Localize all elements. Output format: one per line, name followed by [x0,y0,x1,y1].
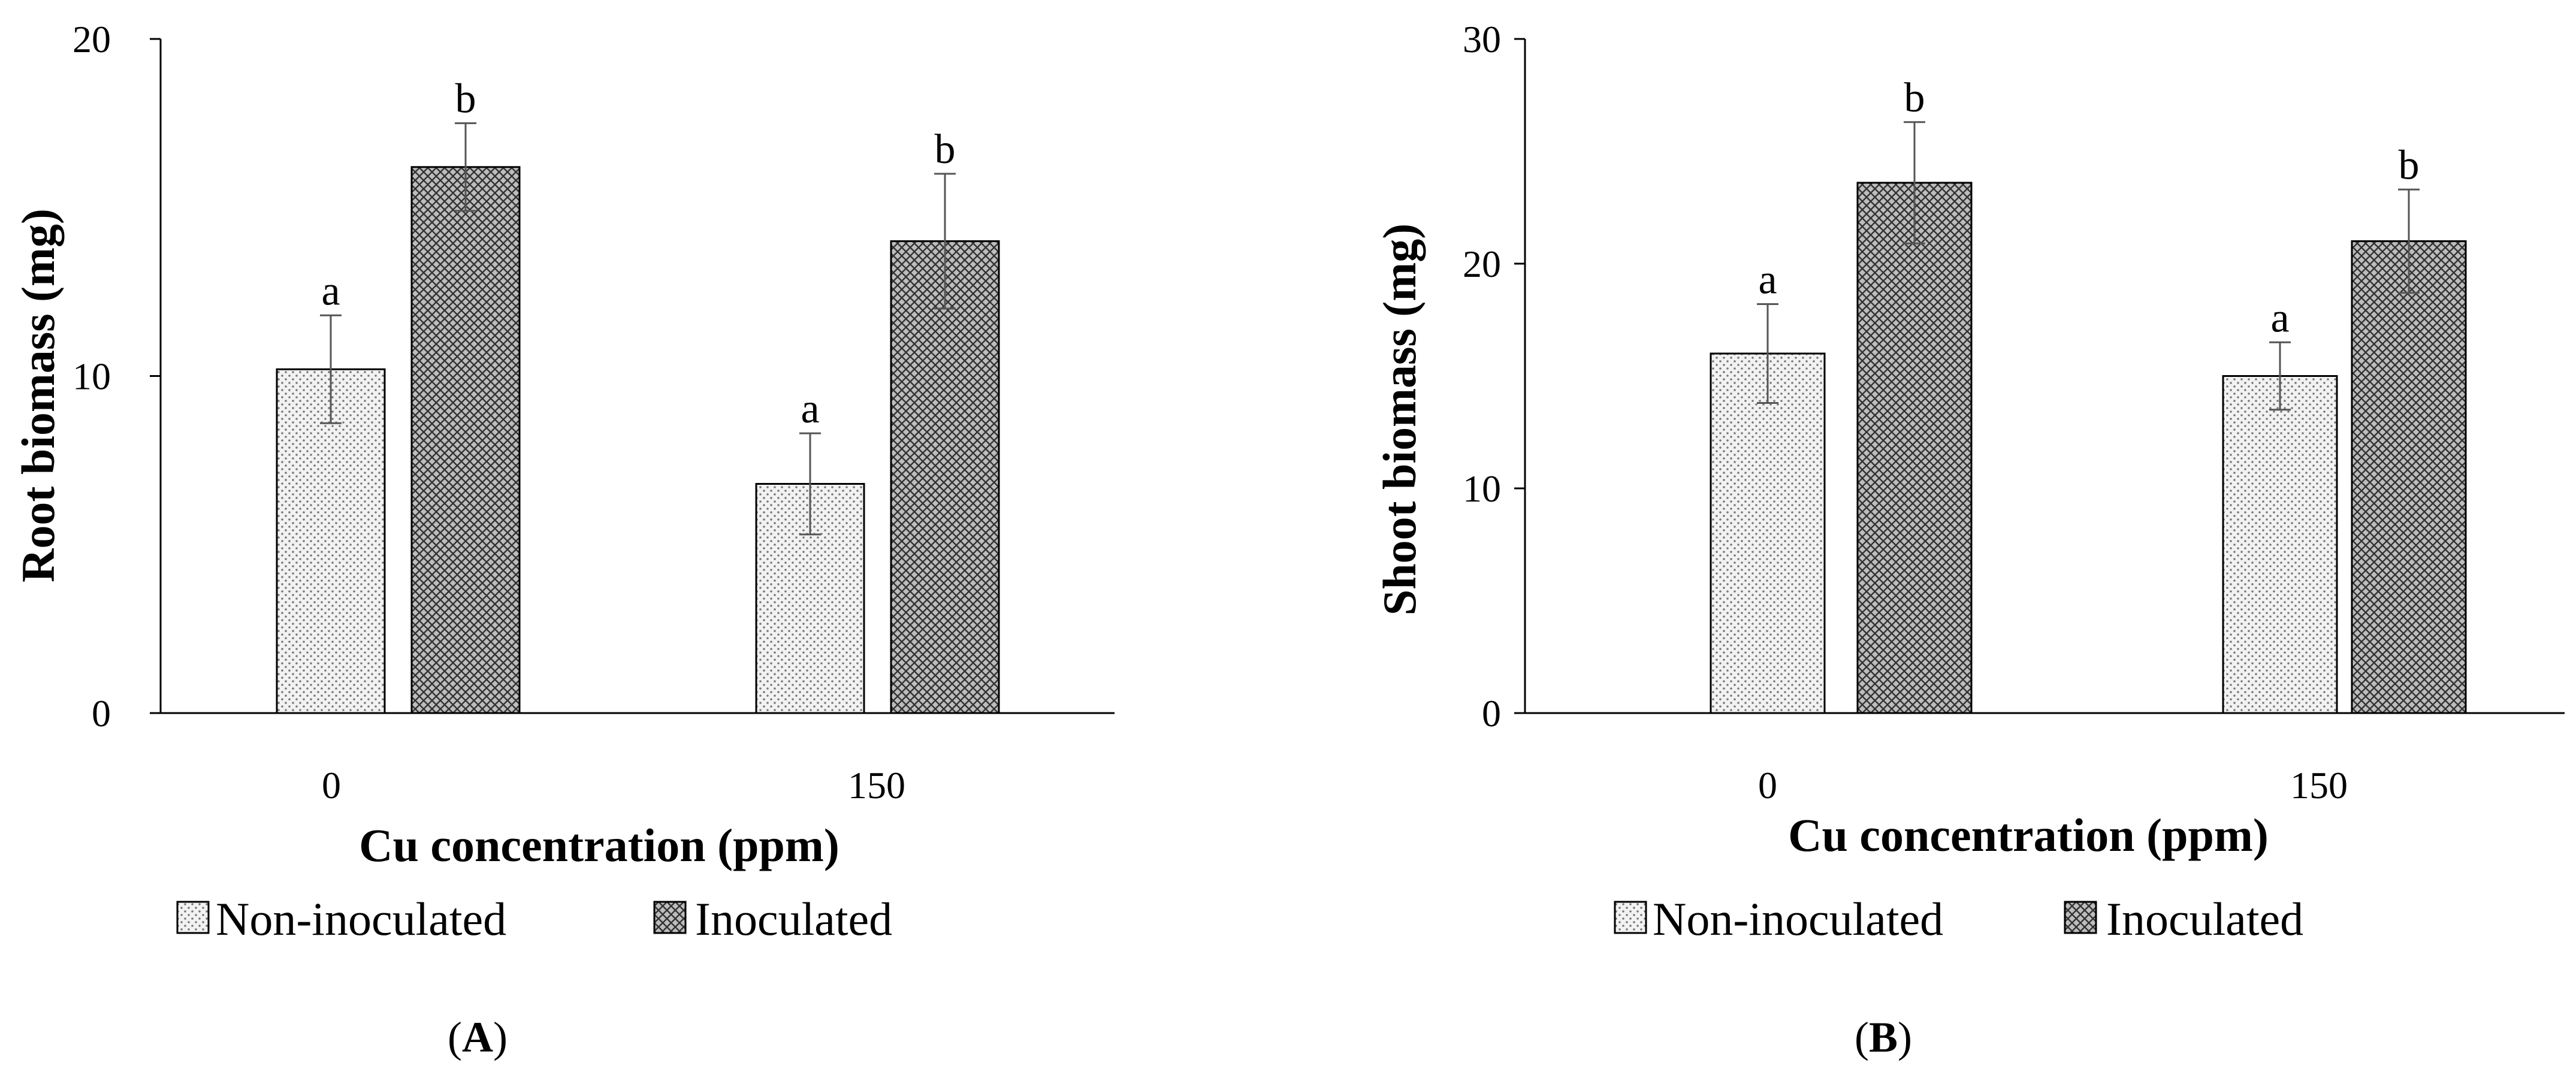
sig-letter-b-inoculated-150: b [2399,142,2420,188]
bar-a-inoculated-0 [410,166,521,714]
x-tick-label-a-1: 150 [848,764,905,807]
error-bar-b-non-inoculated-0 [1757,303,1778,404]
x-tick-label-a-0: 0 [322,764,341,807]
bar-a-non-inoculated-0 [276,368,386,714]
legend-label-inoculated-b: Inoculated [2106,893,2303,945]
legend-swatch-non-inoculated-a [176,901,210,934]
panel-label-a: (A) [448,1013,508,1061]
error-bar-b-non-inoculated-150 [2269,341,2291,411]
sig-letter-a-inoculated-150: b [935,126,956,173]
bars-b: a a b b [1710,75,2467,714]
error-bar-b-inoculated-150 [2398,188,2420,294]
bar-b-non-inoculated-0 [1710,352,1826,714]
chart-panel-b: 0 10 20 30 a a b b 0 150 Cu concentration (ppm… [1373,18,2565,1061]
y-axis-label-b: Shoot biomass (mg) [1373,224,1426,615]
y-tick-label-b-0: 0 [1482,692,1501,735]
bar-b-inoculated-0 [1856,182,1973,714]
y-axis-label-a: Root biomass (mg) [12,209,64,582]
x-axis-label-b: Cu concentration (ppm) [1788,809,2269,861]
legend-label-inoculated-a: Inoculated [695,893,892,945]
x-tick-label-b-1: 150 [2290,764,2348,807]
x-axis-label-a: Cu concentration (ppm) [359,819,839,871]
y-tick-label-b-3: 30 [1463,18,1501,61]
y-tick-label-a-2: 20 [73,18,111,61]
sig-letter-b-non-inoculated-150: a [2270,295,2289,341]
legend-label-non-inoculated-b: Non-inoculated [1653,893,1943,945]
sig-letter-b-non-inoculated-0: a [1758,257,1777,303]
legend-swatch-inoculated-a [653,901,687,934]
legend-a: Non-inoculated Inoculated [176,893,892,945]
y-tick-label-a-0: 0 [92,692,111,735]
sig-letter-a-non-inoculated-0: a [321,268,340,314]
y-tick-label-a-1: 10 [73,355,111,398]
x-tick-label-b-0: 0 [1758,764,1777,807]
legend-label-non-inoculated-a: Non-inoculated [216,893,506,945]
error-bar-a-non-inoculated-150 [799,432,821,536]
legend-b: Non-inoculated Inoculated [1614,893,2303,945]
sig-letter-a-inoculated-0: b [455,76,476,122]
sig-letter-a-non-inoculated-150: a [801,386,819,432]
bar-b-non-inoculated-150 [2222,375,2338,714]
y-tick-label-b-2: 20 [1463,243,1501,285]
panel-label-b: (B) [1855,1013,1912,1061]
legend-swatch-inoculated-b [2064,901,2097,934]
error-bar-b-inoculated-0 [1904,121,1925,244]
bar-a-inoculated-150 [890,240,1000,714]
sig-letter-b-inoculated-0: b [1904,75,1925,121]
y-tick-label-b-1: 10 [1463,467,1501,510]
error-bar-a-inoculated-150 [934,173,956,310]
error-bar-a-inoculated-0 [455,122,476,212]
bars-a: a a b b [276,76,1000,714]
bar-b-inoculated-150 [2351,240,2467,714]
legend-swatch-non-inoculated-b [1614,901,1647,934]
error-bar-a-non-inoculated-0 [320,314,342,424]
